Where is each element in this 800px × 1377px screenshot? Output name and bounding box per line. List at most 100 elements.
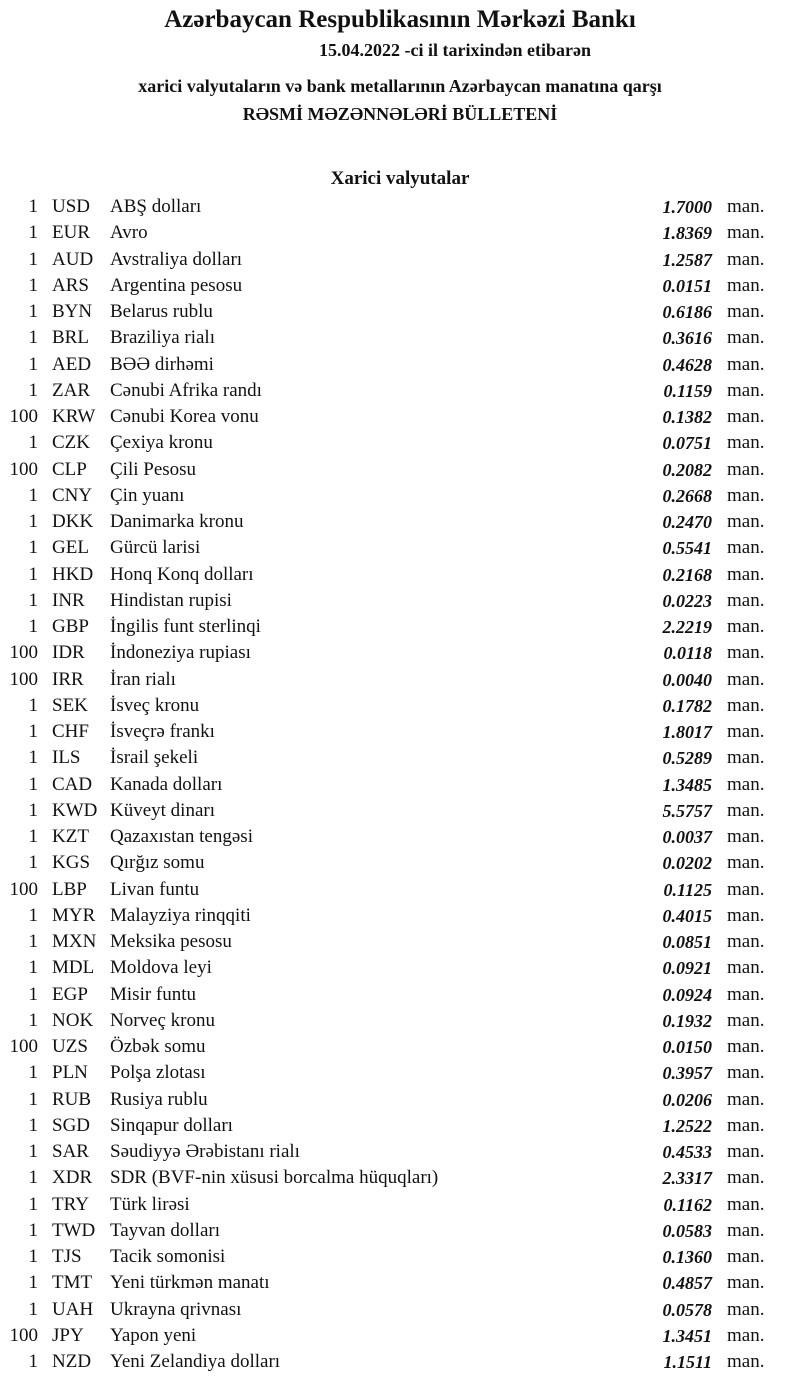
currency-code: TRY (52, 1193, 89, 1215)
exchange-rate: 0.0583 (662, 1220, 713, 1241)
currency-unit: man. (727, 616, 765, 637)
exchange-rate: 0.0202 (662, 853, 713, 874)
exchange-rate: 0.5289 (662, 748, 713, 769)
exchange-rate: 0.4628 (662, 354, 713, 375)
currency-unit: man. (727, 852, 765, 874)
currency-name: Yeni Zelandiya dolları (110, 1351, 281, 1372)
currency-unit: man. (727, 721, 765, 742)
quantity: 1 (28, 1009, 39, 1031)
quantity: 1 (28, 799, 39, 821)
currency-name: Hindistan rupisi (110, 589, 232, 611)
currency-code: CHF (52, 721, 89, 742)
quantity: 1 (28, 826, 39, 847)
currency-code: KWD (52, 799, 98, 821)
currency-row: 100 IRR İran rialı 0.0040 man. (0, 667, 800, 693)
exchange-rate: 1.3485 (662, 774, 713, 795)
currency-row: 1 MYR Malayziya rinqqiti 0.4015 man. (0, 903, 800, 929)
currency-code: GEL (52, 537, 89, 559)
currency-row: 1 AED BƏƏ dirhəmi 0.4628 man. (0, 352, 800, 378)
currency-code: PLN (52, 1062, 88, 1084)
quantity: 100 (9, 458, 39, 480)
currency-code: CLP (52, 458, 87, 480)
currency-unit: man. (727, 589, 765, 611)
exchange-rate: 0.2168 (662, 564, 713, 585)
currency-name: Qırğız somu (110, 852, 205, 874)
currency-unit: man. (727, 904, 765, 926)
currency-row: 1 SEK İsveç kronu 0.1782 man. (0, 693, 800, 719)
exchange-rate: 1.7000 (662, 197, 713, 217)
currency-row: 100 JPY Yapon yeni 1.3451 man. (0, 1323, 800, 1349)
currency-row: 1 BRL Braziliya rialı 0.3616 man. (0, 325, 800, 351)
exchange-rate: 0.0037 (662, 827, 713, 847)
currency-unit: man. (727, 1351, 765, 1372)
currency-name: Tayvan dolları (110, 1219, 220, 1241)
currency-code: MXN (52, 931, 97, 952)
currency-unit: man. (727, 878, 765, 900)
currency-unit: man. (727, 379, 765, 401)
currency-row: 1 PLN Polşa zlotası 0.3957 man. (0, 1060, 800, 1086)
currency-name: Argentina pesosu (110, 274, 243, 296)
currency-name: Rusiya rublu (110, 1088, 208, 1110)
exchange-rate: 0.4015 (662, 905, 713, 926)
quantity: 1 (28, 484, 39, 506)
currency-code: RUB (52, 1088, 92, 1110)
quantity: 1 (28, 773, 39, 795)
currency-code: SAR (52, 1141, 89, 1162)
currency-name: Yeni türkmən manatı (110, 1272, 270, 1294)
exchange-rate: 1.1511 (663, 1352, 712, 1372)
currency-row: 1 TWD Tayvan dolları 0.0583 man. (0, 1218, 800, 1244)
currency-unit: man. (727, 274, 765, 296)
currency-row: 1 KWD Küveyt dinarı 5.5757 man. (0, 798, 800, 824)
currency-name: Belarus rublu (110, 301, 213, 322)
currency-name: Danimarka kronu (110, 511, 244, 532)
currency-unit: man. (727, 563, 765, 585)
currency-row: 100 IDR İndoneziya rupiası 0.0118 man. (0, 640, 800, 666)
quantity: 100 (9, 668, 39, 690)
currency-unit: man. (727, 1088, 765, 1110)
currency-code: EGP (52, 983, 88, 1005)
currency-unit: man. (727, 1009, 765, 1031)
currency-row: 1 RUB Rusiya rublu 0.0206 man. (0, 1087, 800, 1113)
currency-code: KRW (52, 406, 96, 427)
currency-unit: man. (727, 773, 765, 795)
currency-name: Cənubi Afrika randı (110, 379, 262, 401)
currency-unit: man. (727, 799, 765, 821)
quantity: 1 (28, 1298, 39, 1320)
currency-row: 1 ILS İsrail şekeli 0.5289 man. (0, 745, 800, 771)
currency-name: İsveçrə frankı (110, 721, 215, 742)
quantity: 1 (28, 537, 39, 559)
currency-unit: man. (727, 1141, 765, 1162)
currency-unit: man. (727, 484, 765, 506)
quantity: 1 (28, 1246, 39, 1267)
currency-row: 1 CAD Kanada dolları 1.3485 man. (0, 772, 800, 798)
currency-name: Qazaxıstan tengəsi (110, 826, 253, 847)
currency-code: JPY (52, 1324, 84, 1346)
currency-code: TJS (52, 1246, 82, 1267)
currency-unit: man. (727, 1246, 765, 1267)
currency-name: Çexiya kronu (110, 432, 213, 454)
currency-unit: man. (727, 537, 765, 559)
exchange-rate: 0.1782 (662, 695, 713, 716)
currency-unit: man. (727, 1272, 765, 1294)
quantity: 1 (28, 1062, 39, 1084)
exchange-rate: 0.0223 (662, 590, 713, 611)
quantity: 1 (28, 511, 39, 532)
exchange-rate: 0.4857 (662, 1273, 713, 1294)
exchange-rate: 0.0151 (662, 275, 713, 296)
exchange-rate: 1.8017 (662, 722, 713, 742)
currency-code: NOK (52, 1009, 94, 1031)
currency-row: 1 XDR SDR (BVF-nin xüsusi borcalma hüquqla… (0, 1165, 800, 1191)
currency-row: 1 TJS Tacik somonisi 0.1360 man. (0, 1244, 800, 1270)
currency-row: 1 BYN Belarus rublu 0.6186 man. (0, 299, 800, 325)
currency-code: DKK (52, 511, 94, 532)
currency-row: 100 KRW Cənubi Korea vonu 0.1382 man. (0, 404, 800, 430)
currency-code: TMT (52, 1272, 93, 1294)
currency-code: MYR (52, 904, 96, 926)
quantity: 1 (28, 694, 39, 716)
currency-name: Malayziya rinqqiti (110, 904, 251, 926)
currency-row: 1 GBP İngilis funt sterlinqi 2.2219 man. (0, 614, 800, 640)
currency-unit: man. (727, 1298, 765, 1320)
currency-row: 1 MDL Moldova leyi 0.0921 man. (0, 955, 800, 981)
currency-unit: man. (727, 694, 765, 716)
currency-name: İsrail şekeli (110, 747, 199, 769)
